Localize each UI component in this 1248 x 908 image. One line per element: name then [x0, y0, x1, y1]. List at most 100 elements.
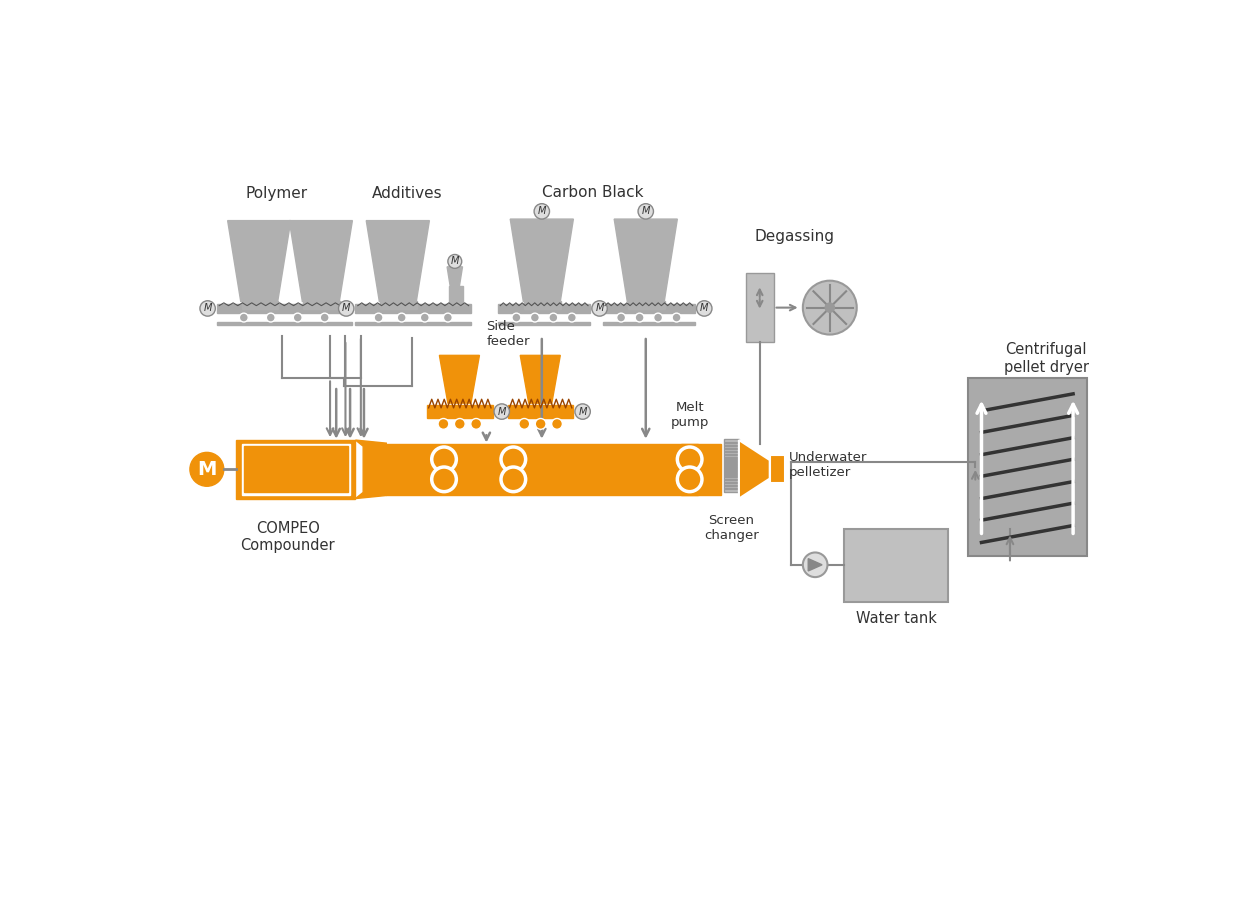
- Circle shape: [512, 313, 520, 322]
- Bar: [498, 304, 590, 313]
- Bar: [681, 444, 698, 495]
- Text: Underwater
pelletizer: Underwater pelletizer: [789, 451, 867, 479]
- Circle shape: [552, 419, 563, 429]
- Polygon shape: [520, 355, 560, 403]
- Bar: [725, 463, 738, 465]
- Polygon shape: [366, 221, 429, 301]
- Bar: [725, 472, 738, 474]
- Bar: [603, 322, 695, 325]
- Bar: [845, 528, 948, 602]
- Circle shape: [438, 419, 449, 429]
- Text: M: M: [641, 206, 650, 216]
- Bar: [217, 322, 352, 325]
- Bar: [725, 441, 738, 443]
- Bar: [725, 454, 738, 456]
- Polygon shape: [739, 440, 770, 498]
- Bar: [524, 301, 562, 309]
- Circle shape: [432, 467, 457, 491]
- Circle shape: [575, 404, 590, 419]
- Bar: [356, 304, 470, 313]
- Circle shape: [802, 281, 856, 334]
- Circle shape: [678, 467, 701, 491]
- Text: M: M: [538, 206, 545, 216]
- Circle shape: [266, 313, 276, 322]
- Text: Melt
pump: Melt pump: [670, 400, 709, 429]
- Bar: [725, 479, 738, 480]
- Polygon shape: [614, 219, 678, 301]
- Bar: [236, 440, 356, 498]
- Circle shape: [443, 313, 452, 322]
- Text: Polymer: Polymer: [245, 186, 307, 202]
- Polygon shape: [290, 221, 352, 301]
- Bar: [746, 273, 774, 342]
- Text: M: M: [203, 303, 212, 313]
- Text: M: M: [451, 256, 459, 266]
- Circle shape: [638, 203, 654, 219]
- Circle shape: [825, 303, 835, 312]
- Circle shape: [397, 313, 406, 322]
- Bar: [603, 304, 695, 313]
- Text: M: M: [595, 303, 604, 313]
- Circle shape: [374, 313, 383, 322]
- Bar: [967, 379, 1087, 556]
- Bar: [498, 322, 590, 325]
- Bar: [303, 301, 339, 309]
- Circle shape: [293, 313, 302, 322]
- Circle shape: [190, 452, 223, 487]
- Circle shape: [500, 447, 525, 471]
- Circle shape: [321, 313, 329, 322]
- Bar: [243, 446, 348, 492]
- Text: COMPEO
Compounder: COMPEO Compounder: [241, 521, 334, 553]
- Bar: [725, 485, 738, 487]
- Circle shape: [494, 404, 509, 419]
- Circle shape: [530, 313, 539, 322]
- Polygon shape: [447, 267, 463, 286]
- Bar: [356, 322, 470, 325]
- Circle shape: [470, 419, 482, 429]
- Text: Degassing: Degassing: [754, 229, 835, 243]
- Circle shape: [549, 313, 558, 322]
- Text: M: M: [700, 303, 709, 313]
- Bar: [427, 405, 493, 418]
- Text: Additives: Additives: [372, 186, 442, 202]
- Bar: [725, 469, 738, 471]
- Circle shape: [678, 447, 701, 471]
- Circle shape: [635, 313, 644, 322]
- Circle shape: [696, 301, 711, 316]
- Circle shape: [568, 313, 577, 322]
- Bar: [387, 444, 721, 495]
- Bar: [217, 304, 352, 313]
- Circle shape: [592, 301, 608, 316]
- Circle shape: [432, 447, 457, 471]
- Bar: [725, 488, 738, 489]
- Text: Screen
changer: Screen changer: [704, 514, 759, 542]
- Circle shape: [338, 301, 354, 316]
- Text: M: M: [197, 459, 217, 479]
- Circle shape: [534, 203, 549, 219]
- Circle shape: [654, 313, 663, 322]
- Bar: [448, 286, 463, 305]
- Bar: [724, 439, 739, 492]
- Polygon shape: [809, 558, 822, 571]
- Bar: [242, 444, 351, 495]
- Text: M: M: [578, 407, 587, 417]
- Circle shape: [240, 313, 248, 322]
- Bar: [725, 476, 738, 477]
- Bar: [770, 456, 785, 483]
- Bar: [725, 448, 738, 449]
- Circle shape: [454, 419, 466, 429]
- Polygon shape: [439, 355, 479, 403]
- Bar: [508, 405, 573, 418]
- Text: Centrifugal
pellet dryer: Centrifugal pellet dryer: [1003, 342, 1088, 375]
- Circle shape: [421, 313, 429, 322]
- Bar: [381, 301, 417, 309]
- Bar: [725, 451, 738, 452]
- Circle shape: [519, 419, 529, 429]
- Text: Side
feeder: Side feeder: [487, 320, 530, 348]
- Polygon shape: [356, 440, 387, 498]
- Bar: [725, 460, 738, 461]
- Bar: [628, 301, 665, 309]
- Bar: [725, 466, 738, 468]
- Polygon shape: [227, 221, 291, 301]
- Circle shape: [673, 313, 681, 322]
